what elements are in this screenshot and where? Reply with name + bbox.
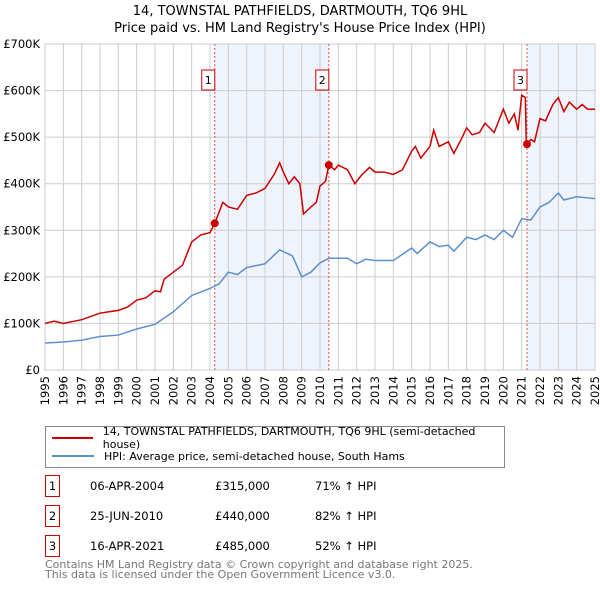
y-tick-label: £600K bbox=[3, 84, 40, 98]
x-tick-label: 1995 bbox=[38, 376, 52, 405]
sale-label: 2 bbox=[319, 74, 326, 87]
sale-date: 16-APR-2021 bbox=[90, 539, 165, 553]
legend-blue-label: HPI: Average price, semi-detached house,… bbox=[104, 449, 405, 463]
legend-blue-line bbox=[52, 455, 94, 457]
x-tick-label: 2004 bbox=[203, 376, 217, 405]
sale-point bbox=[324, 161, 333, 170]
chart-subtitle: Price paid vs. HM Land Registry's House … bbox=[114, 21, 486, 36]
sale-row: 2 25-JUN-2010 £440,000 82% ↑ HPI bbox=[45, 505, 545, 527]
legend-red-label: 14, TOWNSTAL PATHFIELDS, DARTMOUTH, TQ6 … bbox=[102, 425, 476, 451]
footer: Contains HM Land Registry data © Crown c… bbox=[45, 558, 473, 581]
x-tick-label: 2009 bbox=[295, 376, 309, 405]
x-tick-label: 2019 bbox=[478, 376, 492, 405]
shaded-range bbox=[526, 44, 595, 370]
x-tick-label: 2023 bbox=[551, 376, 565, 405]
sale-label-box bbox=[315, 69, 330, 91]
x-tick-label: 2001 bbox=[148, 376, 162, 405]
y-tick-label: £700K bbox=[3, 37, 40, 51]
price-series-line bbox=[44, 93, 595, 325]
sale-label: 1 bbox=[205, 74, 212, 87]
x-tick-label: 2022 bbox=[533, 376, 547, 405]
plot-border bbox=[44, 43, 596, 371]
x-tick-label: 2005 bbox=[221, 376, 235, 405]
sale-price: £315,000 bbox=[215, 479, 270, 493]
sale-label-box bbox=[513, 69, 528, 91]
sale-point bbox=[210, 219, 219, 228]
x-tick-label: 2018 bbox=[460, 376, 474, 405]
sale-hpi: 71% ↑ HPI bbox=[315, 479, 377, 493]
footer-line2: This data is licensed under the Open Gov… bbox=[45, 568, 396, 581]
x-tick-label: 1999 bbox=[111, 376, 125, 405]
x-tick-label: 1997 bbox=[75, 376, 89, 405]
x-tick-label: 2012 bbox=[350, 376, 364, 405]
x-tick-label: 2015 bbox=[405, 376, 419, 405]
x-tick-label: 2007 bbox=[258, 376, 272, 405]
y-tick-label: £400K bbox=[3, 177, 40, 191]
x-tick-label: 2021 bbox=[515, 376, 529, 405]
footer-line1: Contains HM Land Registry data © Crown c… bbox=[45, 558, 473, 571]
x-tick-label: 2002 bbox=[166, 376, 180, 405]
sale-label: 3 bbox=[517, 74, 524, 87]
sale-row: 1 06-APR-2004 £315,000 71% ↑ HPI bbox=[45, 475, 545, 497]
x-tick-label: 1996 bbox=[56, 376, 70, 405]
chart-area: 1995 1996 1997 1998 1999 2000 2001 2002 2003 2004… bbox=[3, 37, 600, 405]
x-tick-label: 2025 bbox=[588, 376, 600, 405]
hpi-series-line bbox=[44, 191, 596, 344]
sale-badge: 3 bbox=[45, 535, 60, 557]
x-tick-label: 2016 bbox=[423, 376, 437, 405]
sale-point bbox=[522, 140, 531, 149]
x-tick-label: 2011 bbox=[331, 376, 345, 405]
x-tick-label: 2024 bbox=[570, 376, 584, 405]
x-tick-label: 2017 bbox=[441, 376, 455, 405]
sale-label-box bbox=[201, 69, 216, 91]
chart-title: 14, TOWNSTAL PATHFIELDS, DARTMOUTH, TQ6 … bbox=[132, 4, 468, 19]
sale-badge: 2 bbox=[45, 505, 60, 527]
y-tick-label: £100K bbox=[3, 316, 40, 330]
x-tick-label: 2014 bbox=[386, 376, 400, 405]
x-tick-label: 2000 bbox=[130, 376, 144, 405]
y-tick-label: £300K bbox=[3, 223, 40, 237]
sale-date: 25-JUN-2010 bbox=[90, 509, 164, 523]
x-tick-label: 2008 bbox=[276, 376, 290, 405]
sale-date: 06-APR-2004 bbox=[90, 479, 165, 493]
y-tick-label: £200K bbox=[3, 270, 40, 284]
sale-badge: 1 bbox=[45, 475, 60, 497]
sale-price: £440,000 bbox=[215, 509, 270, 523]
y-tick-label: £0 bbox=[25, 363, 40, 377]
x-tick-label: 2020 bbox=[496, 376, 510, 405]
x-tick-label: 2003 bbox=[185, 376, 199, 405]
x-tick-label: 2006 bbox=[240, 376, 254, 405]
sale-price: £485,000 bbox=[215, 539, 270, 553]
legend-red-line bbox=[52, 437, 93, 439]
sale-hpi: 52% ↑ HPI bbox=[315, 539, 377, 553]
x-tick-label: 1998 bbox=[93, 376, 107, 405]
y-tick-label: £500K bbox=[3, 130, 40, 144]
sale-row: 3 16-APR-2021 £485,000 52% ↑ HPI bbox=[45, 535, 545, 557]
legend: 14, TOWNSTAL PATHFIELDS, DARTMOUTH, TQ6 … bbox=[45, 425, 505, 468]
sale-hpi: 82% ↑ HPI bbox=[315, 509, 377, 523]
x-tick-label: 2010 bbox=[313, 376, 327, 405]
x-tick-label: 2013 bbox=[368, 376, 382, 405]
